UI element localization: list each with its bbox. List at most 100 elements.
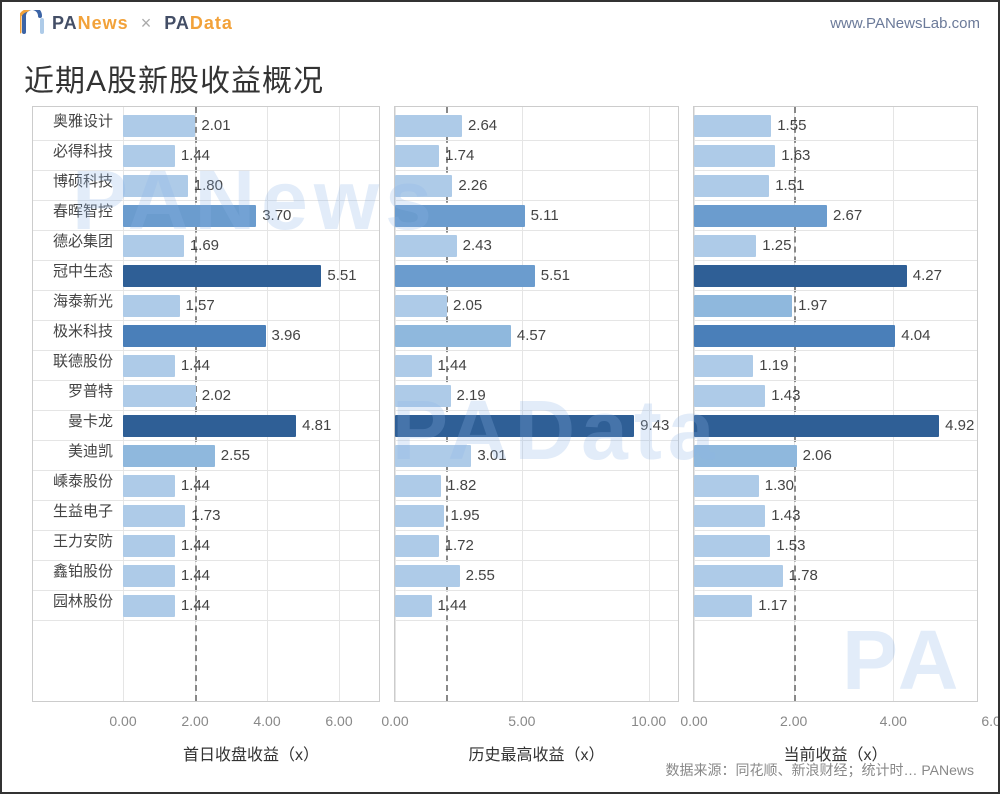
bar-value-label: 1.43	[771, 385, 800, 407]
bar-value-label: 1.80	[194, 175, 223, 197]
category-label: 鑫铂股份	[33, 559, 113, 585]
row-guide	[694, 470, 977, 471]
bar-value-label: 3.01	[477, 445, 506, 467]
row-guide	[694, 410, 977, 411]
bar	[395, 175, 452, 197]
category-label: 极米科技	[33, 319, 113, 345]
row-guide	[694, 530, 977, 531]
bar-value-label: 2.67	[833, 205, 862, 227]
bar	[694, 565, 783, 587]
row-guide	[395, 380, 678, 381]
row-guide	[694, 260, 977, 261]
bar	[123, 145, 175, 167]
bar	[395, 445, 471, 467]
bar-value-label: 2.02	[202, 385, 231, 407]
bar	[123, 295, 180, 317]
bar	[395, 145, 439, 167]
row-guide	[694, 170, 977, 171]
chart-panel: 0.005.0010.002.641.742.265.112.435.512.0…	[394, 106, 679, 702]
category-label: 罗普特	[33, 379, 113, 405]
bar	[123, 115, 195, 137]
row-guide	[33, 620, 379, 621]
header-url: www.PANewsLab.com	[830, 15, 980, 32]
category-label: 博硕科技	[33, 169, 113, 195]
bar-value-label: 9.43	[640, 415, 669, 437]
x-tick-label: 10.00	[631, 713, 666, 729]
bar	[395, 595, 432, 617]
bar-value-label: 2.43	[463, 235, 492, 257]
bar	[395, 565, 460, 587]
chart-title: 近期A股新股收益概况	[24, 56, 324, 100]
x-tick-label: 4.00	[880, 713, 907, 729]
bar-value-label: 1.44	[181, 535, 210, 557]
bar	[123, 565, 175, 587]
category-label: 联德股份	[33, 349, 113, 375]
row-guide	[694, 500, 977, 501]
brand-b-dark: PA	[164, 13, 190, 33]
row-guide	[395, 320, 678, 321]
bar-value-label: 4.92	[945, 415, 974, 437]
bar-value-label: 1.17	[758, 595, 787, 617]
bar-value-label: 1.43	[771, 505, 800, 527]
bar-value-label: 5.51	[541, 265, 570, 287]
bar	[123, 235, 184, 257]
bar-value-label: 2.26	[458, 175, 487, 197]
row-guide	[395, 500, 678, 501]
bar-value-label: 1.57	[186, 295, 215, 317]
category-label: 曼卡龙	[33, 409, 113, 435]
bar-value-label: 2.55	[221, 445, 250, 467]
category-label: 奥雅设计	[33, 109, 113, 135]
bar	[694, 475, 759, 497]
row-guide	[694, 590, 977, 591]
row-guide	[395, 470, 678, 471]
bar	[694, 325, 895, 347]
chart-panel: 0.002.004.006.00奥雅设计2.01必得科技1.44博硕科技1.80…	[32, 106, 380, 702]
bar-value-label: 2.05	[453, 295, 482, 317]
bar-value-label: 2.55	[466, 565, 495, 587]
logo-icon	[20, 10, 46, 36]
gridline	[893, 107, 894, 701]
row-guide	[395, 410, 678, 411]
category-label: 春晖智控	[33, 199, 113, 225]
bar-value-label: 1.44	[438, 355, 467, 377]
bar	[694, 295, 792, 317]
bar	[123, 595, 175, 617]
row-guide	[694, 200, 977, 201]
bar-value-label: 3.96	[272, 325, 301, 347]
bar	[123, 265, 321, 287]
bar	[694, 205, 827, 227]
row-guide	[395, 620, 678, 621]
panels-container: 0.002.004.006.00奥雅设计2.01必得科技1.44博硕科技1.80…	[32, 106, 978, 702]
bar	[395, 325, 511, 347]
bar	[694, 235, 756, 257]
bar-value-label: 1.44	[181, 145, 210, 167]
bar	[395, 505, 444, 527]
bar	[123, 325, 266, 347]
bar-value-label: 5.51	[327, 265, 356, 287]
bar	[395, 535, 439, 557]
bar	[395, 115, 462, 137]
bar	[123, 505, 185, 527]
bar-value-label: 1.55	[777, 115, 806, 137]
row-guide	[694, 350, 977, 351]
row-guide	[694, 380, 977, 381]
bar	[123, 355, 175, 377]
x-tick-label: 6.00	[325, 713, 352, 729]
bar	[395, 265, 535, 287]
bar-value-label: 2.64	[468, 115, 497, 137]
row-guide	[395, 440, 678, 441]
bar	[694, 145, 775, 167]
row-guide	[395, 350, 678, 351]
bar-value-label: 1.30	[765, 475, 794, 497]
bar	[123, 205, 256, 227]
bar-value-label: 2.06	[803, 445, 832, 467]
source-footer: 数据来源：同花顺、新浪财经；统计时… PANews	[665, 760, 974, 780]
bar	[694, 445, 797, 467]
row-guide	[395, 290, 678, 291]
category-label: 生益电子	[33, 499, 113, 525]
category-label: 嵊泰股份	[33, 469, 113, 495]
bar-value-label: 1.25	[762, 235, 791, 257]
bar	[694, 265, 907, 287]
bar-value-label: 1.51	[775, 175, 804, 197]
bar-value-label: 1.44	[438, 595, 467, 617]
